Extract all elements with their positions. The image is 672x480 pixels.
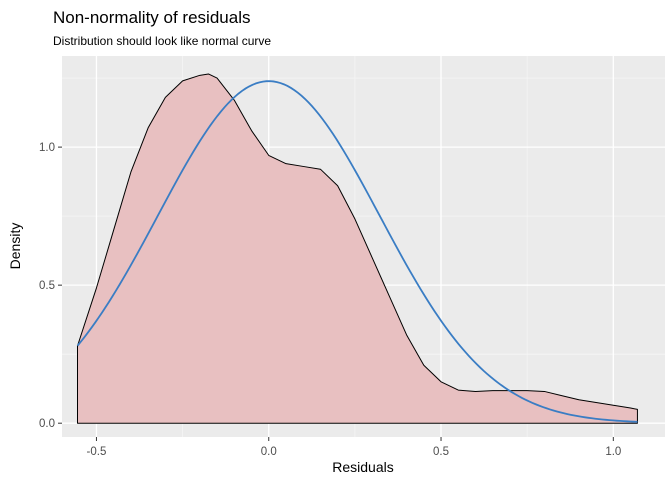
x-tick-label: -0.5 <box>87 446 107 458</box>
y-tick-label: 1.0 <box>39 142 55 154</box>
chart-subtitle: Distribution should look like normal cur… <box>53 34 271 48</box>
y-tick-label: 0.5 <box>39 280 55 292</box>
x-tick-label: 0.0 <box>261 446 277 458</box>
y-axis-ticks: 0.0 0.5 1.0 <box>39 142 62 430</box>
y-tick-label: 0.0 <box>39 418 55 430</box>
density-area <box>77 73 638 424</box>
chart-title: Non-normality of residuals <box>53 8 250 27</box>
series-layer <box>76 73 638 424</box>
y-axis-title: Density <box>7 223 23 270</box>
x-tick-label: 1.0 <box>605 446 621 458</box>
x-tick-label: 0.5 <box>433 446 449 458</box>
normal-curve-line <box>76 80 638 423</box>
x-axis-title: Residuals <box>332 459 393 475</box>
x-axis-ticks: -0.5 0.0 0.5 1.0 <box>87 437 621 458</box>
